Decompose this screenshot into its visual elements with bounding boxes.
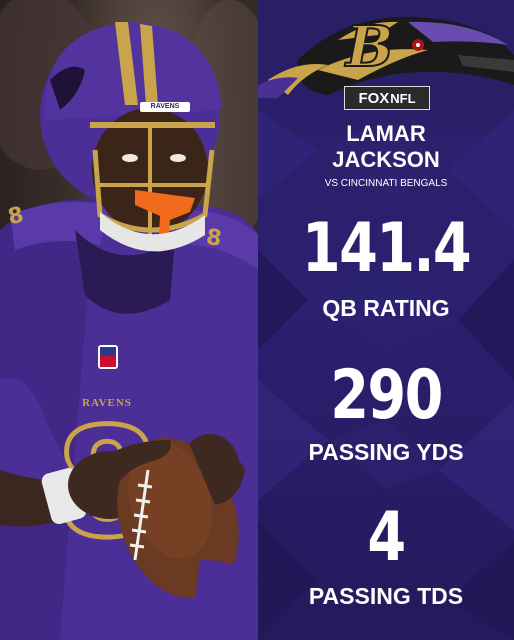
broadcaster-logo: FOX NFL <box>344 86 430 110</box>
player-photo: 8 8 8 <box>0 0 258 640</box>
helmet-wordmark: RAVENS <box>150 103 180 110</box>
passing-yds-label: PASSING YDS <box>308 439 464 465</box>
player-first-name: LAMAR <box>346 121 426 146</box>
qb-rating-value: 141.4 <box>301 209 472 288</box>
nfl-wordmark: NFL <box>390 90 416 106</box>
facet-background <box>258 110 514 640</box>
ravens-logo: B <box>258 0 514 98</box>
fox-wordmark: FOX <box>358 89 390 107</box>
svg-text:8: 8 <box>205 225 224 252</box>
jersey-wordmark: RAVENS <box>82 397 132 409</box>
passing-tds-label: PASSING TDS <box>308 583 464 609</box>
svg-text:B: B <box>344 14 393 80</box>
player-last-name: JACKSON <box>332 147 440 172</box>
svg-text:8: 8 <box>6 203 26 231</box>
team-logo-banner: B <box>258 0 514 98</box>
player-illustration: 8 8 8 <box>0 0 258 640</box>
stats-panel: B FOX NFL LAMAR JACKSON VS CINCINNATI BE… <box>258 0 514 640</box>
opponent-label: VS CINCINNATI BENGALS <box>324 178 448 189</box>
passing-tds-value: 4 <box>367 498 406 577</box>
qb-rating-label: QB RATING <box>322 295 450 321</box>
passing-yds-value: 290 <box>330 356 443 435</box>
